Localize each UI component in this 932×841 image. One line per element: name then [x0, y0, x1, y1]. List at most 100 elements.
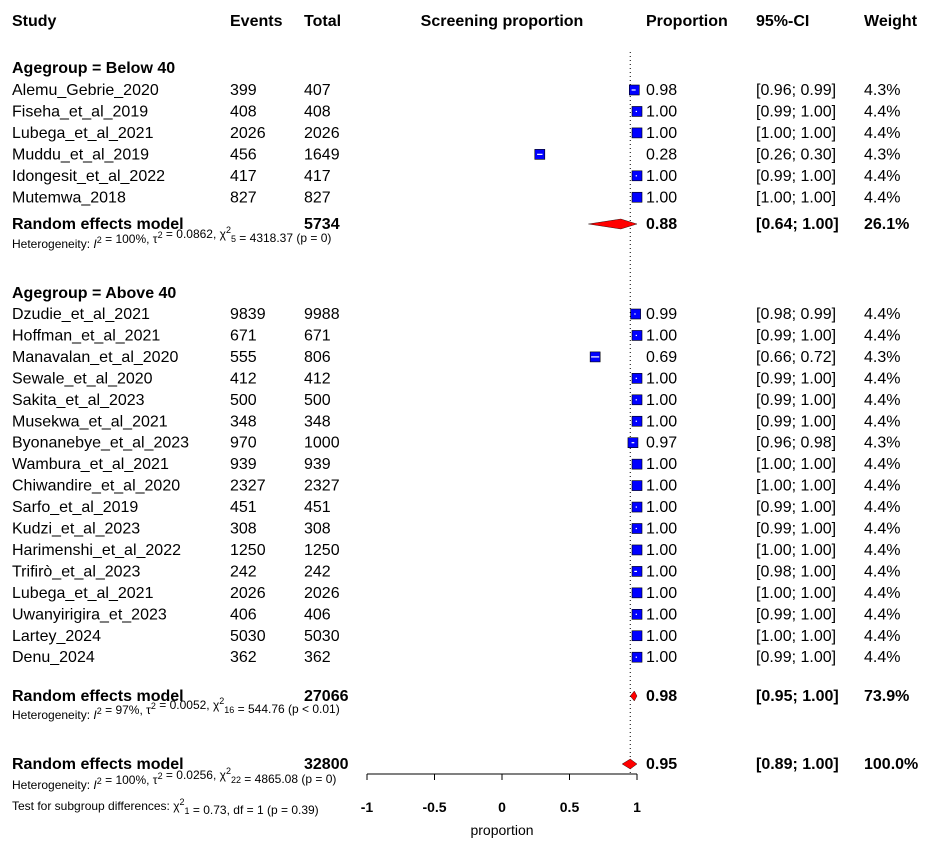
study-row: Harimenshi_et_al_2022 1250 1250 1.00 [1.00; …: [12, 542, 900, 559]
heterogeneity-line: Heterogeneity: I2 = 97%, τ2 = 0.0052, χ2…: [12, 696, 340, 722]
study-weight: 4.3%: [864, 146, 900, 163]
study-name: Manavalan_et_al_2020: [12, 349, 178, 366]
study-events: 2327: [230, 478, 266, 495]
study-total: 671: [304, 327, 331, 344]
study-proportion: 1.00: [646, 542, 677, 559]
study-row: Lubega_et_al_2021 2026 2026 1.00 [1.00; 1.00…: [12, 125, 900, 142]
study-total: 407: [304, 82, 331, 99]
study-ci: [0.99; 1.00]: [756, 168, 836, 185]
study-estimate-square: [631, 587, 643, 599]
heterogeneity-line: Heterogeneity: I2 = 100%, τ2 = 0.0256, χ…: [12, 766, 336, 792]
study-weight: 4.4%: [864, 413, 900, 430]
study-proportion: 0.97: [646, 435, 677, 452]
study-total: 408: [304, 103, 331, 120]
study-total: 2026: [304, 125, 340, 142]
summary-ci: [0.95; 1.00]: [756, 688, 839, 705]
study-row: Byonanebye_et_al_2023 970 1000 0.97 [0.96; 0…: [12, 435, 900, 452]
summary-label: Random effects model: [12, 756, 184, 773]
study-ci: [1.00; 1.00]: [756, 189, 836, 206]
study-weight: 4.4%: [864, 392, 900, 409]
study-estimate-square: [631, 630, 643, 642]
study-events: 406: [230, 606, 257, 623]
study-ci: [0.99; 1.00]: [756, 649, 836, 666]
study-row: Lubega_et_al_2021 2026 2026 1.00 [1.00; 1.00…: [12, 585, 900, 602]
summary-proportion: 0.88: [646, 216, 677, 233]
study-events: 2026: [230, 585, 266, 602]
study-estimate-square: [631, 127, 643, 139]
x-axis-tick-label: -0.5: [422, 799, 446, 815]
study-total: 406: [304, 606, 331, 623]
study-ci: [0.26; 0.30]: [756, 146, 836, 163]
study-row: Uwanyirigira_et_2023 406 406 1.00 [0.99; 1.0…: [12, 606, 900, 623]
header-events: Events: [230, 13, 283, 30]
summary-proportion: 0.95: [646, 756, 677, 773]
study-name: Dzudie_et_al_2021: [12, 306, 150, 323]
study-total: 1000: [304, 435, 340, 452]
study-total: 2327: [304, 478, 340, 495]
study-weight: 4.4%: [864, 649, 900, 666]
overall-summary-row: Random effects model 32800 0.95 [0.89; 1.00…: [12, 756, 918, 773]
study-events: 456: [230, 146, 257, 163]
study-name: Kudzi_et_al_2023: [12, 521, 140, 538]
study-proportion: 1.00: [646, 585, 677, 602]
study-name: Sarfo_et_al_2019: [12, 499, 138, 516]
study-total: 1649: [304, 146, 340, 163]
study-total: 348: [304, 413, 331, 430]
study-weight: 4.4%: [864, 168, 900, 185]
study-ci: [1.00; 1.00]: [756, 125, 836, 142]
study-name: Alemu_Gebrie_2020: [12, 82, 159, 99]
summary-ci: [0.64; 1.00]: [756, 216, 839, 233]
study-total: 1250: [304, 542, 340, 559]
study-row: Denu_2024 362 362 1.00 [0.99; 1.00] 4.4%: [12, 649, 900, 666]
study-ci: [0.99; 1.00]: [756, 521, 836, 538]
study-row: Manavalan_et_al_2020 555 806 0.69 [0.66; 0.7…: [12, 349, 900, 366]
study-events: 242: [230, 563, 257, 580]
study-ci: [0.98; 0.99]: [756, 306, 836, 323]
summary-label: Random effects model: [12, 216, 184, 233]
study-proportion: 0.69: [646, 349, 677, 366]
x-axis-title: proportion: [470, 822, 533, 838]
study-row: Dzudie_et_al_2021 9839 9988 0.99 [0.98; 0.99…: [12, 306, 900, 323]
study-events: 399: [230, 82, 257, 99]
study-row: Sakita_et_al_2023 500 500 1.00 [0.99; 1.00] 4…: [12, 392, 900, 409]
study-name: Sewale_et_al_2020: [12, 370, 153, 387]
study-weight: 4.4%: [864, 606, 900, 623]
study-ci: [0.66; 0.72]: [756, 349, 836, 366]
study-ci: [0.99; 1.00]: [756, 499, 836, 516]
study-total: 362: [304, 649, 331, 666]
study-row: Sewale_et_al_2020 412 412 1.00 [0.99; 1.00] 4…: [12, 370, 900, 387]
study-proportion: 1.00: [646, 125, 677, 142]
study-events: 939: [230, 456, 257, 473]
study-ci: [1.00; 1.00]: [756, 478, 836, 495]
study-proportion: 1.00: [646, 103, 677, 120]
study-weight: 4.4%: [864, 125, 900, 142]
study-proportion: 1.00: [646, 649, 677, 666]
study-total: 451: [304, 499, 331, 516]
study-events: 362: [230, 649, 257, 666]
subgroup-summary-row: Random effects model 5734 0.88 [0.64; 1.00]…: [12, 216, 909, 233]
study-row: Mutemwa_2018 827 827 1.00 [1.00; 1.00] 4.4%: [12, 189, 900, 206]
study-events: 555: [230, 349, 257, 366]
study-weight: 4.4%: [864, 478, 900, 495]
x-axis-tick-label: -1: [361, 799, 374, 815]
x-axis: -1 -0.5 0 0.5 1 proportion: [361, 773, 641, 838]
study-proportion: 1.00: [646, 392, 677, 409]
summary-total: 5734: [304, 216, 340, 233]
study-row: Alemu_Gebrie_2020 399 407 0.98 [0.96; 0.99] 4…: [12, 82, 900, 99]
study-total: 2026: [304, 585, 340, 602]
study-row: Idongesit_et_al_2022 417 417 1.00 [0.99; 1.0…: [12, 168, 900, 185]
study-weight: 4.3%: [864, 349, 900, 366]
study-weight: 4.4%: [864, 189, 900, 206]
study-events: 408: [230, 103, 257, 120]
study-name: Harimenshi_et_al_2022: [12, 542, 181, 559]
x-axis-tick-label: 0: [498, 799, 506, 815]
study-name: Uwanyirigira_et_2023: [12, 606, 167, 623]
study-proportion: 1.00: [646, 606, 677, 623]
study-row: Chiwandire_et_al_2020 2327 2327 1.00 [1.00; …: [12, 478, 900, 495]
header-study: Study: [12, 13, 57, 30]
study-proportion: 1.00: [646, 168, 677, 185]
study-ci: [0.96; 0.98]: [756, 435, 836, 452]
study-ci: [1.00; 1.00]: [756, 628, 836, 645]
study-total: 939: [304, 456, 331, 473]
study-proportion: 0.99: [646, 306, 677, 323]
